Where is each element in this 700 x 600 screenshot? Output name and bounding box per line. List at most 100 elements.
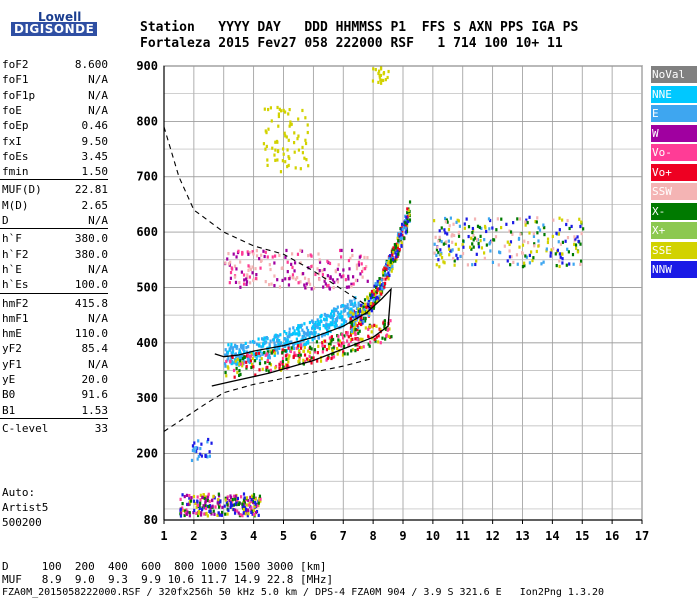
echo-point bbox=[443, 228, 446, 232]
echo-point bbox=[310, 287, 313, 291]
echo-point bbox=[332, 313, 335, 318]
echo-point bbox=[325, 331, 328, 336]
echo-point bbox=[286, 148, 289, 152]
echo-point bbox=[340, 248, 343, 253]
echo-point bbox=[299, 346, 303, 350]
echo-point bbox=[391, 264, 394, 269]
param-name: foE bbox=[2, 103, 22, 117]
echo-point bbox=[349, 337, 353, 342]
echo-point bbox=[372, 298, 376, 302]
echo-point bbox=[233, 375, 236, 379]
echo-point bbox=[383, 325, 386, 329]
header-values: Fortaleza 2015 Fev27 058 222000 RSF 1 71… bbox=[140, 36, 563, 51]
echo-point bbox=[472, 245, 475, 249]
echo-point bbox=[366, 309, 369, 313]
echo-point bbox=[350, 299, 353, 303]
echo-point bbox=[359, 337, 362, 341]
echo-point bbox=[238, 373, 241, 378]
echo-point bbox=[225, 359, 228, 364]
echo-point bbox=[296, 344, 300, 348]
echo-point bbox=[262, 342, 265, 346]
echo-point bbox=[292, 345, 295, 349]
echo-point bbox=[334, 326, 337, 330]
param-value: N/A bbox=[88, 311, 108, 325]
echo-point bbox=[354, 322, 357, 326]
echo-point bbox=[508, 242, 511, 247]
echo-point bbox=[220, 510, 224, 515]
param-name: yF2 bbox=[2, 342, 22, 356]
echo-point bbox=[236, 362, 239, 366]
echo-point bbox=[461, 252, 465, 256]
echo-point bbox=[226, 365, 229, 369]
echo-point bbox=[238, 360, 241, 365]
echo-point bbox=[273, 353, 276, 358]
echo-point bbox=[378, 281, 381, 285]
param-name: foF1p bbox=[2, 88, 36, 102]
echo-point bbox=[234, 280, 238, 284]
echo-point bbox=[259, 354, 262, 358]
echo-point bbox=[205, 495, 208, 499]
echo-point bbox=[277, 334, 280, 338]
echo-point bbox=[289, 341, 292, 345]
echo-point bbox=[261, 344, 265, 348]
echo-point bbox=[273, 341, 276, 345]
echo-point bbox=[273, 347, 276, 351]
echo-point bbox=[310, 361, 313, 365]
echo-point bbox=[293, 150, 296, 154]
echo-point bbox=[374, 293, 377, 297]
echo-point bbox=[348, 311, 351, 315]
echo-point bbox=[197, 439, 200, 443]
echo-point bbox=[326, 274, 329, 278]
echo-point bbox=[259, 350, 262, 354]
echo-point bbox=[232, 494, 236, 498]
echo-point bbox=[362, 267, 365, 271]
echo-point bbox=[251, 250, 254, 254]
echo-point bbox=[313, 330, 316, 334]
y-tick-label: 200 bbox=[136, 447, 158, 461]
echo-point bbox=[297, 349, 301, 353]
echo-point bbox=[195, 446, 198, 450]
echo-point bbox=[252, 508, 256, 513]
echo-point bbox=[316, 267, 319, 271]
echo-point bbox=[301, 145, 304, 150]
echo-point bbox=[459, 254, 462, 259]
echo-point bbox=[321, 269, 324, 273]
echo-point bbox=[269, 363, 273, 367]
echo-point bbox=[271, 146, 274, 150]
echo-point bbox=[355, 311, 358, 316]
echo-point bbox=[304, 336, 307, 340]
echo-point bbox=[375, 335, 378, 339]
echo-point bbox=[244, 512, 247, 516]
echo-point bbox=[576, 250, 580, 254]
echo-point bbox=[276, 278, 279, 282]
echo-point bbox=[304, 116, 307, 120]
legend-item-nnw: NNW bbox=[651, 261, 697, 278]
echo-point bbox=[327, 356, 330, 360]
echo-point bbox=[471, 230, 474, 235]
echo-point bbox=[343, 352, 346, 356]
artist-code: 500200 bbox=[2, 516, 42, 529]
echo-point bbox=[264, 129, 267, 133]
echo-point bbox=[398, 248, 401, 252]
echo-point bbox=[389, 263, 392, 268]
echo-point bbox=[243, 501, 246, 505]
echo-point bbox=[233, 275, 237, 279]
echo-point bbox=[264, 147, 267, 151]
echo-point bbox=[258, 358, 262, 362]
echo-point bbox=[268, 345, 271, 349]
param-separator bbox=[0, 292, 108, 294]
param-value: 8.600 bbox=[74, 58, 108, 71]
echo-point bbox=[349, 302, 352, 307]
echo-point bbox=[525, 218, 528, 222]
echo-point bbox=[286, 353, 289, 357]
echo-point bbox=[302, 362, 305, 366]
echo-point bbox=[391, 266, 394, 271]
echo-point bbox=[239, 260, 242, 264]
echo-point bbox=[277, 114, 281, 119]
echo-point bbox=[206, 495, 209, 500]
echo-point bbox=[188, 511, 191, 515]
echo-point bbox=[566, 247, 569, 251]
echo-point bbox=[189, 499, 193, 503]
echo-point bbox=[370, 304, 374, 309]
echo-point bbox=[205, 511, 208, 516]
